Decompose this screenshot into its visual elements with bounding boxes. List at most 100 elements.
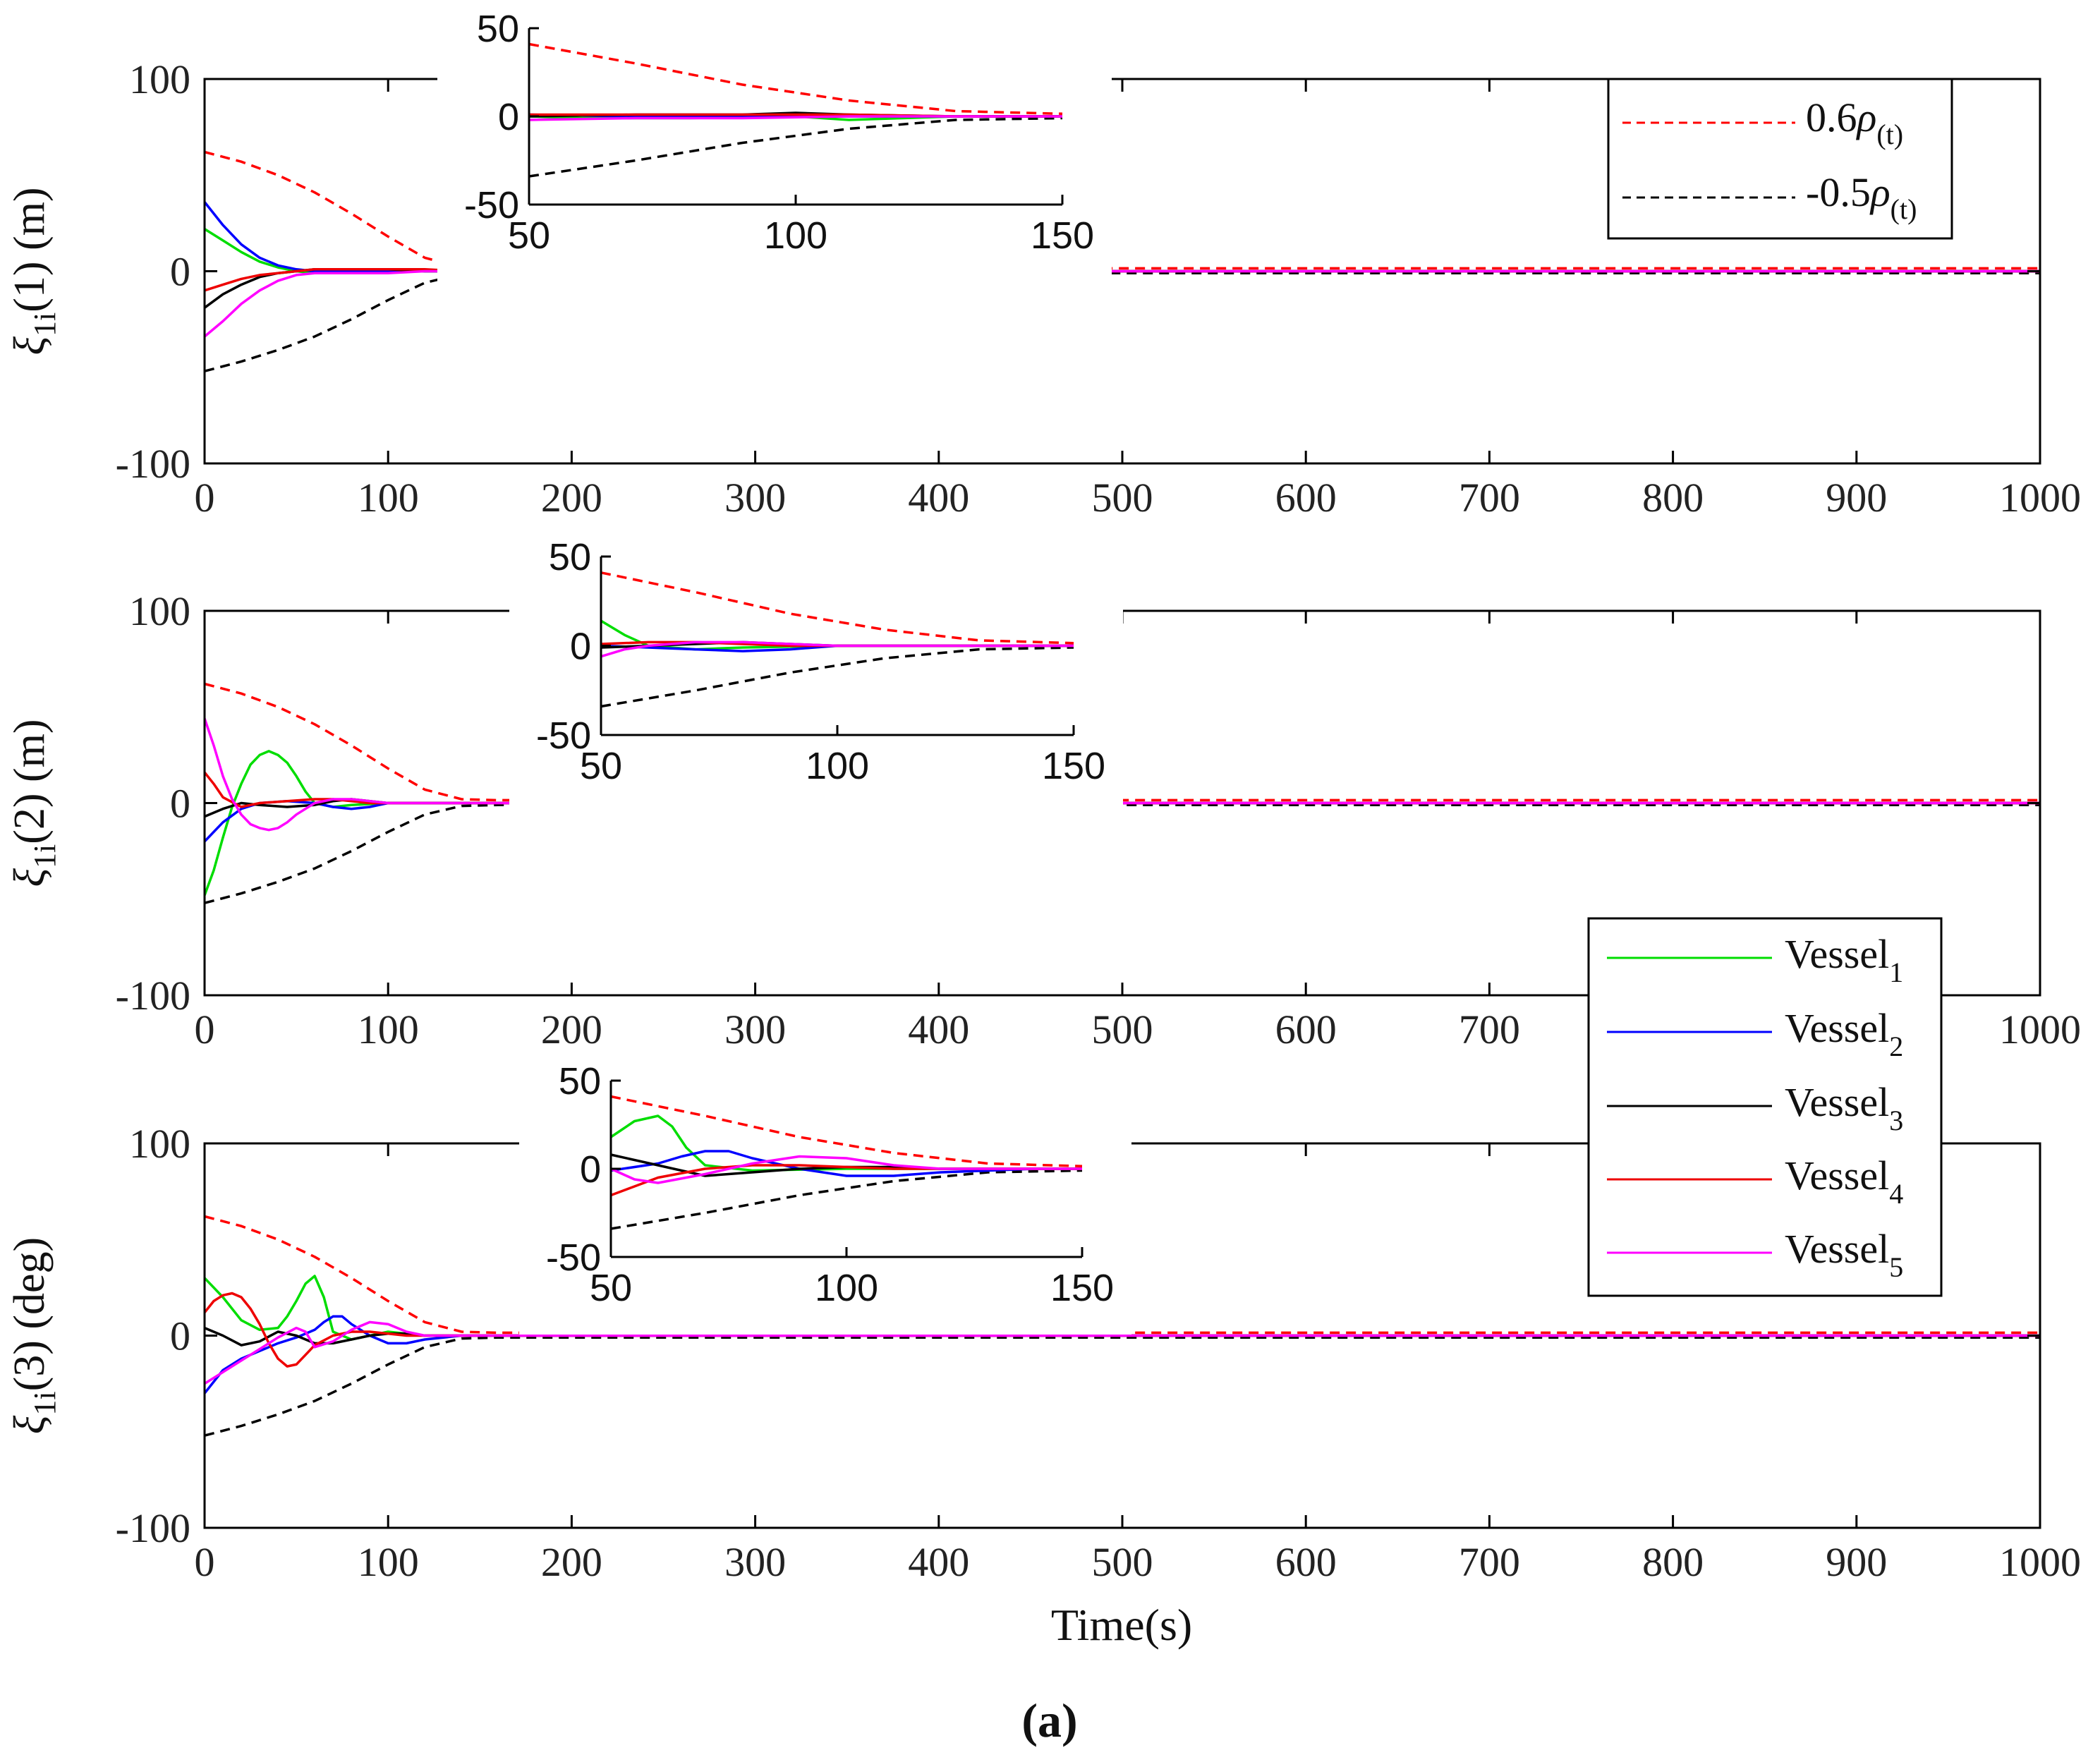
main-series-vessel4	[203, 1292, 2040, 1368]
inset-background	[509, 528, 1123, 813]
legend-vessel-2-label: Vessel2	[1785, 1005, 1903, 1062]
x-tick-label: 100	[358, 1007, 419, 1052]
y-axis-title-subscript: 1i	[28, 844, 62, 868]
x-tick-label: 700	[1459, 1539, 1520, 1585]
x-tick-label: 0	[195, 1539, 215, 1585]
legend-bounds-box	[1607, 78, 1953, 240]
main-series-0-6-t	[204, 150, 2040, 270]
y-axis-title: ξ1i(1) (m)	[6, 187, 62, 355]
main-series--0-5-t	[204, 803, 2040, 904]
x-tick-label: 400	[908, 1007, 969, 1052]
inset-y-tick-label: 0	[570, 626, 591, 668]
y-tick-label: 100	[129, 1121, 190, 1167]
x-tick-label: 800	[1642, 1539, 1704, 1585]
legend-vessels: Vessel1 Vessel2 Vessel3 Vessel4 Vessel5	[1587, 917, 1943, 1297]
x-tick-label: 500	[1092, 475, 1153, 521]
y-axis-title: ξ1i(3) (deg)	[6, 1237, 62, 1434]
inset-series-0-6-t	[528, 42, 1063, 116]
x-tick-label: 400	[908, 475, 969, 521]
inset-y-tick-label: 50	[477, 8, 519, 50]
y-tick-label: 100	[129, 56, 190, 102]
inset-x-tick-label: 100	[815, 1267, 878, 1309]
inset-series--0-5-t	[528, 116, 1063, 178]
y-axis-title-text: (2) (m)	[6, 719, 54, 844]
x-tick-label: 1000	[1999, 1539, 2081, 1585]
x-tick-label: 900	[1826, 475, 1887, 521]
inset-series--0-5-t	[600, 646, 1074, 708]
inset-series-vessel5	[610, 1155, 1082, 1184]
inset-series-vessel5	[600, 640, 1074, 658]
x-tick-label: 0	[195, 475, 215, 521]
main-series-0-6-t	[204, 682, 2040, 802]
x-tick-label: 300	[724, 1007, 786, 1052]
x-tick-label: 200	[541, 1539, 602, 1585]
inset-x-tick-label: 50	[508, 214, 550, 257]
legend-vessel-1-label: Vessel1	[1785, 931, 1903, 988]
inset-y-tick-label: -50	[546, 1237, 601, 1279]
inset-series-vessel5	[528, 115, 1062, 121]
inset-x-tick-label: 150	[1050, 1267, 1114, 1309]
y-tick-label: 100	[129, 588, 190, 634]
y-tick-label: 0	[170, 249, 190, 295]
legend-vessel-5-label: Vessel5	[1785, 1226, 1903, 1283]
inset-x-tick-label: 150	[1042, 745, 1105, 787]
y-axis-title-subscript: 1i	[28, 1391, 62, 1415]
y-axis-title-subscript: 1i	[28, 312, 62, 336]
x-tick-label: 300	[724, 1539, 786, 1585]
legend-vessel-3-label: Vessel3	[1785, 1079, 1903, 1136]
inset-background	[519, 1052, 1131, 1335]
x-tick-label: 1000	[1999, 1007, 2081, 1052]
x-tick-label: 100	[358, 1539, 419, 1585]
x-tick-label: 300	[724, 475, 786, 521]
x-tick-label: 400	[908, 1539, 969, 1585]
x-tick-label: 600	[1275, 475, 1337, 521]
inset-x-tick-label: 150	[1031, 214, 1094, 257]
inset-x-tick-label: 100	[764, 214, 827, 257]
inset-x-tick-label: 50	[590, 1267, 632, 1309]
x-tick-label: 500	[1092, 1007, 1153, 1052]
x-tick-label: 200	[541, 1007, 602, 1052]
inset-series--0-5-t	[610, 1169, 1083, 1230]
y-tick-label: -100	[116, 441, 190, 487]
x-axis-title: Time(s)	[1051, 1600, 1192, 1650]
x-tick-label: 700	[1459, 1007, 1520, 1052]
inset-y-tick-label: 50	[549, 536, 591, 578]
y-tick-label: -100	[116, 1505, 190, 1551]
inset-x-tick-label: 100	[806, 745, 869, 787]
x-tick-label: 0	[195, 1007, 215, 1052]
x-tick-label: 700	[1459, 475, 1520, 521]
y-tick-label: 0	[170, 1313, 190, 1359]
inset-y-tick-label: 50	[559, 1060, 601, 1102]
y-axis-title-symbol: ξ	[6, 336, 54, 356]
main-series-vessel5	[204, 1320, 2040, 1385]
figure-caption: (a)	[1021, 1694, 1077, 1747]
inset-plot: 50 100 150 -50 0 50	[509, 528, 1123, 813]
x-tick-label: 600	[1275, 1007, 1337, 1052]
y-axis-title-symbol: ξ	[6, 1415, 54, 1434]
legend-lower-bound-label: -0.5ρ(t)	[1806, 169, 1917, 225]
inset-x-tick-label: 50	[580, 745, 622, 787]
inset-series-vessel4	[610, 1164, 1082, 1197]
legend-upper-bound-label: 0.6ρ(t)	[1806, 95, 1903, 150]
inset-series-vessel2	[610, 1150, 1082, 1177]
inset-y-tick-label: -50	[464, 184, 519, 226]
y-tick-label: 0	[170, 781, 190, 827]
x-tick-label: 600	[1275, 1539, 1337, 1585]
y-axis-title-symbol: ξ	[6, 868, 54, 887]
x-tick-label: 200	[541, 475, 602, 521]
inset-series-0-6-t	[610, 1095, 1083, 1168]
y-axis-title-text: (1) (m)	[6, 187, 54, 312]
inset-y-tick-label: 0	[580, 1148, 601, 1191]
x-tick-label: 900	[1826, 1539, 1887, 1585]
main-series-vessel5	[203, 718, 2040, 832]
y-axis-title: ξ1i(2) (m)	[6, 719, 62, 887]
x-tick-label: 500	[1092, 1539, 1153, 1585]
x-tick-label: 1000	[1999, 475, 2081, 521]
inset-plot: 50 100 150 -50 0 50	[437, 0, 1112, 282]
main-series-0-6-t	[204, 1215, 2040, 1335]
main-series-vessel1	[203, 750, 2040, 896]
main-series--0-5-t	[204, 1336, 2040, 1437]
legend-vessel-4-label: Vessel4	[1785, 1153, 1903, 1210]
y-axis-title-text: (3) (deg)	[6, 1237, 54, 1392]
